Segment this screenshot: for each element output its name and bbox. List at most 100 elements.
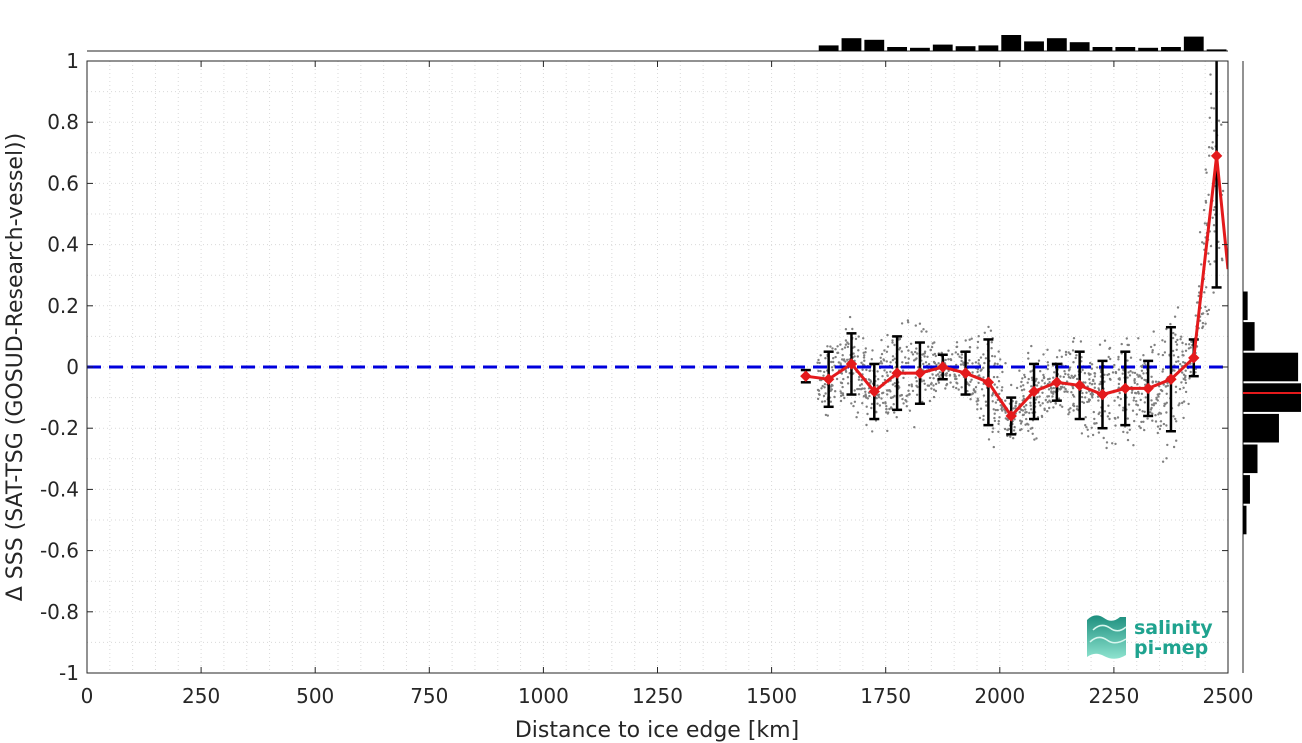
scatter-point [959,363,963,366]
scatter-point [1165,411,1168,414]
scatter-point [905,345,908,349]
scatter-point [955,386,958,390]
scatter-point [976,346,979,349]
scatter-point [831,369,834,372]
scatter-point [1209,263,1212,266]
scatter-point [883,369,886,372]
scatter-point [1122,406,1125,409]
scatter-point [1091,433,1095,437]
scatter-point [1135,400,1138,403]
scatter-point [904,356,907,359]
y-tick-label: -0.4 [40,477,79,501]
scatter-point [1135,403,1138,406]
scatter-point [1064,353,1068,356]
scatter-point [1047,395,1051,398]
mean-marker [1073,379,1086,392]
scatter-point [1023,373,1026,377]
scatter-point [1129,356,1133,359]
scatter-point [881,375,884,378]
scatter-point [823,370,826,374]
scatter-point [1012,437,1015,440]
scatter-point [1157,353,1160,356]
scatter-point [1156,425,1160,428]
scatter-point [1156,431,1160,435]
scatter-point [978,416,982,420]
scatter-point [848,315,852,319]
scatter-point [824,413,828,417]
scatter-point [1117,358,1120,361]
scatter-point [990,341,993,344]
scatter-point [997,350,1000,353]
scatter-point [945,382,949,386]
right-histogram-bars [1243,291,1301,535]
scatter-point [856,355,859,358]
scatter-point [934,354,937,358]
scatter-point [1103,410,1107,413]
scatter-point [1159,424,1163,427]
scatter-point [1163,404,1166,408]
logo-text-line1: salinity [1134,617,1213,639]
scatter-point [1029,404,1032,407]
scatter-point [853,389,856,392]
scatter-point [955,341,959,344]
y-tick-label: -0.8 [40,600,79,624]
scatter-point [880,352,884,356]
scatter-point [819,354,822,357]
scatter-point [1151,419,1154,422]
right-histogram-bar [1243,322,1255,351]
scatter-point [880,362,884,365]
scatter-point [1093,422,1096,425]
scatter-point [1180,335,1183,338]
scatter-point [876,384,879,387]
scatter-point [999,358,1002,361]
scatter-point [1085,426,1088,429]
scatter-point [895,416,898,419]
scatter-point [1161,368,1165,371]
scatter-point [1026,422,1029,425]
scatter-point [834,355,837,359]
scatter-point [1218,246,1221,250]
scatter-point [954,375,957,378]
scatter-point [1087,435,1090,438]
scatter-point [893,394,896,398]
scatter-point [1022,388,1026,391]
scatter-point [944,387,947,390]
scatter-point [976,408,979,411]
scatter-point [909,342,913,345]
scatter-point [816,397,820,401]
scatter-point [860,361,863,364]
scatter-point [830,366,834,369]
scatter-point [969,398,972,401]
scatter-point [864,390,867,393]
scatter-point [1213,129,1216,132]
scatter-point [1190,340,1193,343]
scatter-point [1046,367,1049,371]
scatter-point [1126,417,1130,420]
top-histogram-bar [1161,47,1181,51]
scatter-point [1174,391,1178,394]
right-histogram [1242,61,1301,673]
y-axis-ticks: -1 -0.8 -0.6 -0.4 -0.2 0 0.2 0.4 0.6 0.8 1 [40,49,1228,685]
scatter-point [1151,351,1154,354]
scatter-point [1161,389,1164,393]
scatter-point [1162,422,1166,426]
scatter-point [925,330,928,333]
scatter-point [1203,291,1206,294]
scatter-point [984,400,988,403]
scatter-point [987,325,990,329]
scatter-point [1107,404,1110,407]
scatter-point [1086,428,1089,431]
scatter-point [1153,343,1156,347]
scatter-point [905,405,908,408]
scatter-point [1208,116,1212,120]
mean-marker [845,358,858,370]
scatter-point [850,402,853,405]
scatter-point [1205,171,1208,174]
top-histogram-bar [978,45,999,51]
scatter-point [1182,377,1185,381]
mean-marker [1142,382,1154,395]
scatter-point [1210,57,1212,59]
scatter-point [982,366,985,369]
scatter-point [1095,422,1098,425]
